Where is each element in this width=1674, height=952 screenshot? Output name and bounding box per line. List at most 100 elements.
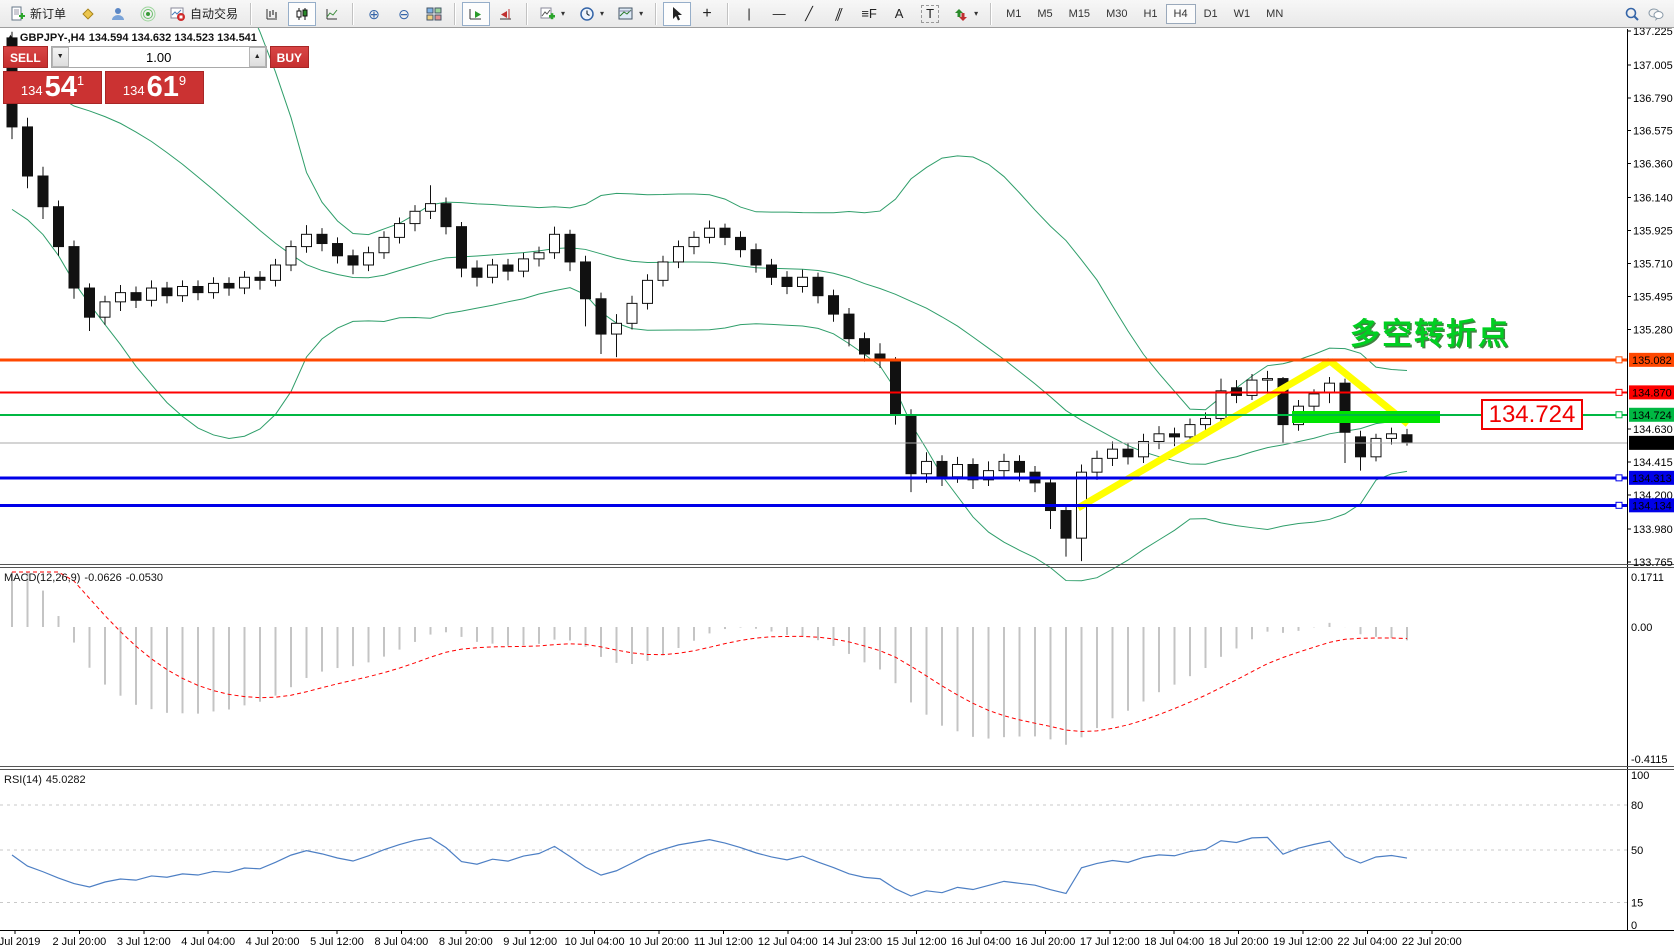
new-order-button[interactable]: 新订单 xyxy=(4,2,72,26)
chart-plot-area[interactable] xyxy=(0,29,1627,930)
buy-price-display[interactable]: 134 61 9 xyxy=(105,71,204,104)
timeframe-D1[interactable]: D1 xyxy=(1203,7,1218,20)
candle xyxy=(394,223,405,238)
price-level-lines[interactable] xyxy=(0,356,1627,509)
candle xyxy=(1308,393,1320,407)
equidistant-channel-button[interactable]: ∥ xyxy=(825,2,853,26)
candle xyxy=(1107,448,1118,459)
zoom-out-icon: ⊖ xyxy=(398,5,410,22)
volume-decrease-button[interactable]: ▼ xyxy=(51,47,69,67)
level-line-handle[interactable] xyxy=(1615,388,1623,396)
level-line-handle[interactable] xyxy=(1615,356,1623,364)
dropdown-caret-icon: ▾ xyxy=(561,9,566,18)
volume-increase-button[interactable]: ▲ xyxy=(248,47,266,67)
level-line-handle[interactable] xyxy=(1615,474,1623,482)
volume-spinner: ▼ ▲ xyxy=(50,46,267,68)
candle xyxy=(254,276,266,281)
timeframe-W1[interactable]: W1 xyxy=(1233,7,1251,20)
price-level-badge: 134.724 xyxy=(1632,410,1672,422)
candle xyxy=(812,276,824,297)
candle xyxy=(1246,379,1258,396)
time-axis-label: 12 Jul 04:00 xyxy=(758,936,818,948)
line-chart-icon xyxy=(326,8,338,19)
candle xyxy=(22,126,33,177)
candle xyxy=(688,236,700,248)
rsi-axis-label: 80 xyxy=(1631,800,1643,812)
fibonacci-button[interactable]: ≡F xyxy=(855,2,883,26)
templates-button[interactable]: ▾ xyxy=(612,2,649,26)
candle xyxy=(719,227,731,238)
text-button[interactable]: A xyxy=(885,2,913,26)
chart-line-button[interactable] xyxy=(318,2,346,26)
level-line-handle[interactable] xyxy=(1615,501,1623,509)
expert-advisors-button[interactable] xyxy=(74,2,102,26)
tile-windows-button[interactable] xyxy=(420,2,448,26)
toolbar-separator xyxy=(352,2,355,25)
text-label-button[interactable]: T xyxy=(915,2,945,26)
timeframe-MN[interactable]: MN xyxy=(1266,7,1284,20)
candle xyxy=(332,243,343,257)
periods-button[interactable]: ▾ xyxy=(573,2,610,26)
timeframe-M5[interactable]: M5 xyxy=(1037,7,1053,20)
timeframe-H1[interactable]: H1 xyxy=(1143,7,1158,20)
vertical-line-button[interactable]: | xyxy=(735,2,763,26)
buy-button[interactable]: BUY xyxy=(269,46,310,68)
time-axis-label: 5 Jul 12:00 xyxy=(310,936,364,948)
candle xyxy=(967,463,979,481)
indicators-button[interactable]: ▾ xyxy=(534,2,571,26)
candle xyxy=(843,313,855,340)
rsi-axis-label: 50 xyxy=(1631,845,1643,857)
chart-candles-button[interactable] xyxy=(288,1,317,26)
crosshair-button[interactable]: + xyxy=(693,2,721,26)
yellow-trend-line[interactable] xyxy=(1076,357,1332,512)
text-icon: A xyxy=(894,5,904,21)
trade-panel-prices: 134 54 1 134 61 9 xyxy=(3,71,207,104)
candle xyxy=(146,287,157,301)
sell-button[interactable]: SELL xyxy=(3,46,48,68)
candle xyxy=(642,279,653,304)
candle xyxy=(1262,378,1273,381)
tile-windows-icon xyxy=(426,7,442,20)
timeframe-M30[interactable]: M30 xyxy=(1106,7,1128,20)
price-callout-label[interactable]: 134.724 xyxy=(1481,399,1583,430)
chart-shift-button[interactable] xyxy=(492,2,520,26)
zoom-in-button[interactable]: ⊕ xyxy=(360,2,388,26)
trendline-button[interactable]: ╱ xyxy=(795,2,823,26)
chat-icon[interactable] xyxy=(1648,6,1664,22)
zoom-out-button[interactable]: ⊖ xyxy=(390,2,418,26)
level-line-handle[interactable] xyxy=(1615,411,1623,419)
candle xyxy=(409,210,421,225)
symbol-direction-icon: ▲ xyxy=(5,32,16,44)
price-tick-label: 136.575 xyxy=(1633,126,1673,138)
auto-trading-button[interactable]: 自动交易 xyxy=(164,2,244,26)
volume-input[interactable] xyxy=(68,47,249,67)
sell-price-big: 54 xyxy=(44,71,77,103)
search-icon[interactable] xyxy=(1624,6,1640,22)
candle xyxy=(1153,433,1165,442)
arrows-button[interactable]: ▾ xyxy=(947,2,984,26)
timeframe-H4[interactable]: H4 xyxy=(1165,3,1196,24)
support-highlight-bar[interactable] xyxy=(1292,411,1440,423)
auto-scroll-button[interactable] xyxy=(462,1,491,26)
timeframe-M1[interactable]: M1 xyxy=(1006,7,1022,20)
candle xyxy=(611,322,622,335)
crosshair-icon: + xyxy=(702,4,712,22)
rsi-axis-label: 100 xyxy=(1631,770,1649,782)
price-tick-label: 136.790 xyxy=(1633,93,1673,105)
cursor-button[interactable] xyxy=(663,1,692,26)
dropdown-caret-icon: ▾ xyxy=(639,9,644,18)
candle xyxy=(1045,482,1056,512)
candle xyxy=(487,264,498,278)
channel-icon: ∥ xyxy=(833,5,846,21)
candle xyxy=(952,463,963,478)
candle xyxy=(425,203,436,212)
time-axis-label: 22 Jul 04:00 xyxy=(1337,936,1397,948)
sell-price-display[interactable]: 134 54 1 xyxy=(3,71,102,104)
indicators-icon xyxy=(540,7,556,19)
signals-button[interactable] xyxy=(134,2,162,26)
timeframe-M15[interactable]: M15 xyxy=(1068,7,1091,20)
macd-signal-value: -0.0530 xyxy=(125,572,164,584)
horizontal-line-button[interactable]: — xyxy=(765,2,793,26)
chart-bars-button[interactable] xyxy=(258,2,286,26)
profile-button[interactable] xyxy=(104,2,132,26)
